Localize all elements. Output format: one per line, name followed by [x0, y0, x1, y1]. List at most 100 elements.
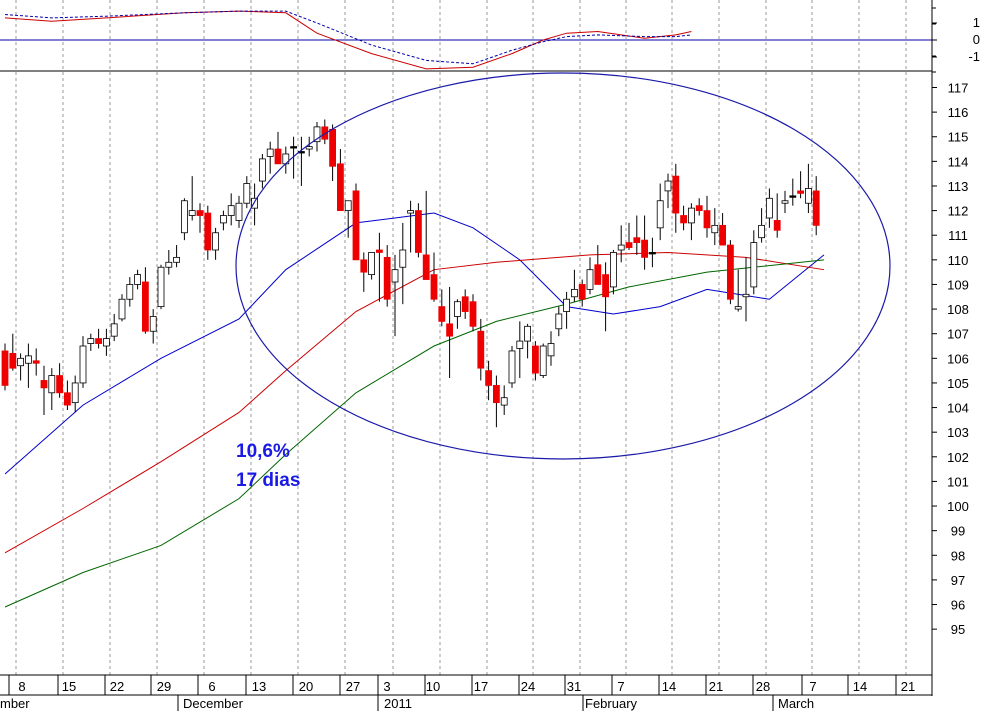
candle — [336, 149, 344, 212]
candle — [508, 346, 516, 388]
price-tick-label: 101 — [947, 474, 969, 489]
candle-body — [719, 224, 726, 246]
candle — [532, 341, 539, 381]
candle — [399, 222, 407, 305]
candle — [500, 385, 508, 415]
candle-body — [485, 370, 493, 386]
candle-body — [313, 126, 321, 143]
candle — [742, 257, 750, 322]
candle — [274, 131, 282, 165]
candle-body — [141, 281, 149, 332]
candle — [24, 343, 32, 388]
price-tick-label: 117 — [948, 81, 969, 96]
candle — [352, 183, 360, 261]
candle-body — [336, 163, 344, 212]
month-label: 2011 — [384, 696, 412, 711]
x-tick-label: 10 — [426, 679, 440, 694]
price-tick-label: 103 — [947, 425, 969, 440]
candle — [485, 360, 493, 401]
candle-body — [344, 200, 352, 211]
candle — [360, 252, 368, 292]
candle-body — [516, 340, 524, 349]
candle — [95, 328, 102, 349]
price-tick-label: 96 — [951, 598, 965, 613]
candle — [235, 195, 243, 228]
x-tick-label: 15 — [62, 679, 76, 694]
candle — [750, 230, 758, 295]
candle-body — [547, 343, 555, 357]
candle-body — [727, 244, 734, 300]
candle-body — [188, 210, 196, 216]
candle — [64, 380, 71, 411]
candle-body — [64, 392, 71, 406]
candle — [157, 264, 165, 310]
price-tick-label: 110 — [948, 253, 969, 268]
candle — [375, 232, 383, 302]
candle — [290, 136, 298, 179]
candle-body — [532, 345, 539, 374]
candle — [641, 215, 648, 270]
candle — [188, 176, 196, 221]
price-tick-label: 113 — [948, 179, 969, 194]
price-tick-label: 114 — [948, 154, 969, 169]
candle — [711, 208, 719, 246]
candle — [797, 171, 804, 199]
candle-body — [649, 252, 656, 255]
month-label: December — [183, 696, 244, 711]
candle — [414, 203, 422, 258]
candle — [688, 203, 695, 241]
osc-tick-label: 0 — [973, 32, 980, 47]
moving-average-line — [4, 212, 825, 475]
candle — [383, 245, 391, 307]
candle-body — [461, 296, 469, 312]
candle-body — [360, 259, 368, 273]
month-label: March — [778, 696, 814, 711]
candle — [453, 299, 461, 329]
highlight-ellipse — [235, 72, 891, 460]
x-tick-label: 21 — [709, 679, 723, 694]
candle-body — [797, 190, 804, 194]
candle — [17, 353, 25, 381]
candle — [79, 336, 87, 388]
candle-body — [383, 256, 391, 300]
candle-body — [126, 284, 134, 300]
candle — [461, 289, 469, 319]
candle-body — [118, 298, 126, 320]
candle-body — [453, 301, 461, 317]
candle-body — [235, 202, 243, 221]
price-tick-label: 111 — [948, 228, 968, 243]
candle-body — [290, 146, 298, 149]
price-tick-label: 95 — [951, 622, 965, 637]
candle — [71, 375, 79, 413]
candle — [539, 343, 547, 379]
x-tick-label: 13 — [252, 679, 266, 694]
candle-body — [664, 180, 672, 192]
candle — [40, 365, 48, 415]
candle-body — [368, 252, 376, 276]
candle-body — [134, 274, 142, 285]
candle-body — [758, 224, 765, 239]
candle-body — [274, 148, 282, 165]
candle-body — [165, 261, 173, 268]
oscillator-panel — [0, 10, 932, 70]
candle — [48, 368, 56, 411]
x-tick-label: 17 — [474, 679, 488, 694]
candle — [703, 195, 711, 238]
candle — [633, 215, 641, 255]
candle-body — [352, 190, 360, 261]
candle-body — [266, 148, 274, 157]
candle-body — [414, 210, 422, 253]
candle — [196, 203, 204, 233]
candle-body — [805, 188, 812, 204]
x-tick-label: 27 — [346, 679, 360, 694]
candle-body — [204, 212, 212, 251]
candle-body — [695, 205, 703, 211]
osc-tick-label: 1 — [973, 15, 980, 30]
candle — [547, 331, 555, 366]
month-label: February — [585, 696, 638, 711]
candle — [204, 205, 212, 260]
candle-body — [149, 316, 157, 332]
candle — [219, 210, 227, 231]
candle — [477, 318, 485, 381]
